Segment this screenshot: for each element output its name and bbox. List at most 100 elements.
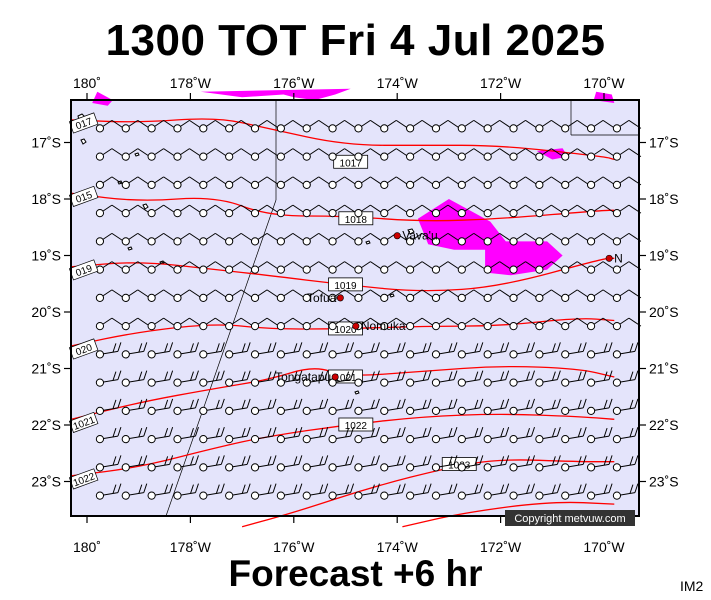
- wind-barb: [483, 232, 512, 246]
- wind-barb: [302, 261, 332, 274]
- lon-label-top: 176˚W: [273, 75, 315, 91]
- wind-barb: [276, 370, 303, 387]
- wind-barb: [380, 426, 406, 444]
- wind-barb: [431, 232, 461, 246]
- wind-barb: [225, 232, 254, 246]
- wind-barb: [173, 455, 199, 472]
- wind-barb: [95, 426, 122, 444]
- wind-barb: [586, 455, 613, 472]
- copyright-text: Copyright metvuw.com: [514, 513, 625, 525]
- lat-label-left: 23˚S: [31, 474, 61, 490]
- isobar-label: 1021: [334, 373, 357, 384]
- wind-barb: [483, 342, 510, 359]
- wind-barb: [406, 483, 432, 500]
- lat-label-left: 19˚S: [31, 248, 61, 264]
- wind-barb: [535, 455, 561, 472]
- lat-label-right: 23˚S: [649, 474, 679, 490]
- wind-barb: [457, 370, 484, 387]
- wind-barb: [121, 342, 148, 359]
- wind-barb: [561, 455, 587, 472]
- lon-label-bottom: 176˚W: [273, 539, 315, 555]
- wind-barb: [173, 289, 202, 302]
- wind-barb: [483, 261, 512, 274]
- wind-barb: [612, 261, 642, 274]
- wind-barb: [586, 426, 613, 444]
- wind-barb: [328, 261, 357, 274]
- wind-barb: [250, 317, 280, 331]
- wind-barb: [225, 455, 251, 472]
- wind-barb: [147, 370, 174, 387]
- station-marker: [393, 232, 401, 240]
- wind-barb: [173, 398, 199, 415]
- wind-barb: [483, 455, 510, 472]
- wind-barb: [173, 426, 199, 444]
- lat-label-left: 22˚S: [31, 417, 61, 433]
- wind-barb: [586, 398, 613, 415]
- wind-barb: [328, 342, 355, 359]
- wind-barbs: [95, 119, 642, 500]
- wind-barb: [586, 119, 616, 133]
- ocean-background: [71, 100, 639, 516]
- wind-barb: [406, 455, 432, 472]
- wind-barb: [121, 483, 148, 500]
- wind-barb: [354, 370, 380, 387]
- wind-barb: [535, 426, 561, 444]
- wind-barb: [121, 370, 148, 387]
- wind-barb: [95, 483, 122, 500]
- wind-barb: [199, 232, 228, 246]
- wind-barb: [173, 261, 202, 274]
- wind-barb: [431, 483, 458, 500]
- wind-barb: [431, 426, 458, 444]
- isobar-line: [71, 118, 615, 161]
- wind-barb: [328, 398, 355, 415]
- wind-barb: [199, 370, 225, 387]
- wind-barb: [250, 398, 277, 415]
- isobar-label: 1022: [345, 421, 368, 432]
- wind-barb: [147, 342, 174, 359]
- wind-barb: [276, 342, 303, 359]
- isobar-line: [402, 501, 615, 528]
- wind-barb: [406, 398, 432, 415]
- lat-label-right: 18˚S: [649, 191, 679, 207]
- station-marker: [336, 294, 344, 302]
- lat-label-right: 19˚S: [649, 248, 679, 264]
- wind-barb: [612, 232, 642, 246]
- wind-barb: [431, 398, 458, 415]
- wind-barb: [250, 342, 277, 359]
- lat-label-right: 22˚S: [649, 417, 679, 433]
- wind-barb: [199, 176, 228, 189]
- wind-barb: [483, 483, 510, 500]
- wind-barb: [509, 289, 538, 302]
- station-label: Tofua: [307, 291, 337, 305]
- wind-barb: [406, 342, 432, 359]
- station-marker: [352, 322, 360, 330]
- rain-area: [536, 148, 568, 160]
- wind-barb: [328, 483, 355, 500]
- lat-label-left: 17˚S: [31, 135, 61, 151]
- wind-barb: [380, 148, 409, 161]
- wind-barb: [302, 317, 332, 331]
- wind-barb: [121, 176, 151, 189]
- wind-barb: [509, 398, 535, 415]
- station-marker: [605, 254, 613, 262]
- isobar-label: 1019: [334, 281, 357, 292]
- isobar-line: [71, 365, 615, 420]
- wind-barb: [121, 398, 148, 415]
- wind-barb: [586, 148, 616, 161]
- wind-barb: [612, 455, 639, 472]
- wind-barb: [509, 342, 535, 359]
- wind-barb: [173, 342, 199, 359]
- wind-barb: [147, 426, 174, 444]
- lat-label-right: 21˚S: [649, 361, 679, 377]
- wind-barb: [380, 455, 406, 472]
- wind-barb: [199, 398, 225, 415]
- wind-barb: [354, 148, 383, 161]
- wind-barb: [561, 370, 587, 387]
- wind-barb: [147, 317, 176, 331]
- lat-label-right: 20˚S: [649, 304, 679, 320]
- wind-barb: [535, 342, 561, 359]
- wind-barb: [354, 483, 380, 500]
- wind-barb: [95, 148, 125, 161]
- wind-barb: [199, 289, 228, 302]
